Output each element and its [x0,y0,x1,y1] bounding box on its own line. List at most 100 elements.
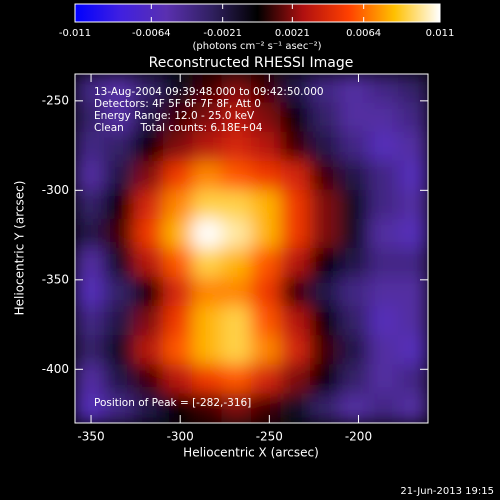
image-cell [280,74,311,104]
image-cell [280,248,311,279]
image-cell [339,248,370,279]
image-cell [309,131,341,162]
image-cell [368,393,400,423]
image-cell [133,189,164,220]
image-cell [339,306,370,337]
image-cell [368,364,400,395]
image-cell [309,248,341,279]
image-cell [251,74,282,104]
x-tick-label: -350 [77,430,104,444]
x-tick-label: -300 [167,430,194,444]
image-cell [103,306,135,337]
image-cell [162,189,194,220]
image-cell [133,218,164,249]
image-cell [162,335,194,366]
image-cell [309,218,341,249]
colorbar-tick-label: 0.0021 [275,28,310,39]
image-cell [251,218,282,249]
image-cell [339,364,370,395]
image-cell [368,131,400,162]
image-cell [162,277,194,308]
image-cell [221,160,252,191]
image-cell [162,74,194,104]
image-cell [133,160,164,191]
image-cell [103,277,135,308]
image-cell [75,160,105,191]
image-cell [398,393,428,423]
image-cell [280,306,311,337]
image-cell [280,393,311,423]
image-cell [192,277,223,308]
x-axis-label: Heliocentric X (arcsec) [183,446,319,460]
image-cell [103,248,135,279]
image-cell [339,102,370,133]
image-cell [103,131,135,162]
image-cell [398,248,428,279]
image-cell [162,306,194,337]
image-cell [368,335,400,366]
image-cell [162,218,194,249]
image-cell [280,189,311,220]
image-cell [221,335,252,366]
image-cell [221,364,252,395]
image-cell [103,102,135,133]
image-cell [309,393,341,423]
image-cell [251,335,282,366]
image-cell [339,218,370,249]
image-cell [133,306,164,337]
image-cell [280,218,311,249]
image-cell [368,189,400,220]
image-cell [221,102,252,133]
image-cell [75,277,105,308]
annotation: 13-Aug-2004 09:39:48.000 to 09:42:50.000 [94,86,324,98]
image-cell [162,248,194,279]
image-cell [221,306,252,337]
image-cell [368,248,400,279]
image-cell [251,364,282,395]
image-cell [75,335,105,366]
image-cell [192,364,223,395]
image-cell [192,335,223,366]
image-cell [398,160,428,191]
image-cell [368,218,400,249]
image-cell [251,189,282,220]
image-cell [192,218,223,249]
image-cell [309,364,341,395]
image-cell [398,131,428,162]
image-cell [398,74,428,104]
image-cell [103,189,135,220]
image-cell [339,160,370,191]
image-cell [103,218,135,249]
image-cell [221,277,252,308]
image-cell [280,277,311,308]
chart-title: Reconstructed RHESSI Image [149,55,354,71]
image-cell [309,74,341,104]
image-cell [75,74,105,104]
image-cell [162,131,194,162]
image-cell [192,102,223,133]
image-cell [133,277,164,308]
image-cell [192,306,223,337]
image-cell [192,248,223,279]
image-cell [162,102,194,133]
image-cell [339,335,370,366]
image-cell [221,189,252,220]
image-cell [251,160,282,191]
image-cell [280,335,311,366]
image-cell [75,306,105,337]
image-cell [251,102,282,133]
y-axis-label: Heliocentric Y (arcsec) [13,181,27,316]
image-cell [133,335,164,366]
image-cell [221,393,252,423]
image-cell [398,102,428,133]
image-cell [368,74,400,104]
x-tick-label: -200 [345,430,372,444]
image-cell [368,160,400,191]
image [75,74,428,423]
image-cell [103,364,135,395]
image-cell [221,248,252,279]
image-cell [398,218,428,249]
image-cells [75,74,428,423]
image-cell [398,189,428,220]
